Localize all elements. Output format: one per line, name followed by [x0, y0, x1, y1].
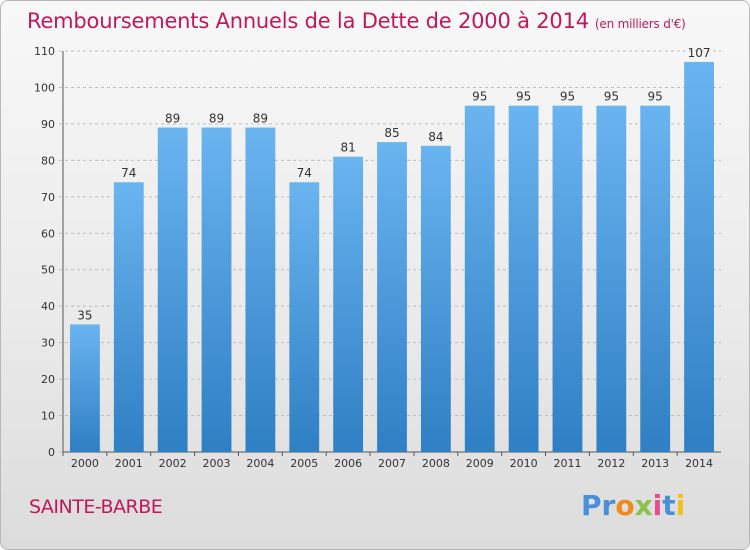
bar [552, 105, 583, 452]
y-tick-label: 90 [41, 118, 55, 131]
x-tick-label: 2013 [641, 457, 669, 470]
bar [157, 127, 188, 453]
bar [289, 182, 320, 452]
data-label: 95 [604, 90, 619, 104]
logo-letter: r [601, 489, 616, 522]
bar [201, 127, 232, 453]
data-label: 74 [297, 166, 312, 180]
x-tick-label: 2000 [71, 457, 99, 470]
x-tick-label: 2010 [510, 457, 538, 470]
y-tick-label: 40 [41, 300, 55, 313]
chart-title-text: Remboursements Annuels de la Dette de 20… [27, 9, 589, 33]
commune-name: SAINTE-BARBE [29, 496, 163, 518]
chart-title: Remboursements Annuels de la Dette de 20… [27, 9, 686, 33]
data-label: 84 [428, 130, 443, 144]
data-label: 95 [648, 90, 663, 104]
y-tick-label: 110 [34, 45, 55, 58]
bar [113, 182, 144, 452]
x-tick-label: 2006 [334, 457, 362, 470]
data-label: 74 [121, 166, 136, 180]
logo-letter: x [634, 489, 653, 522]
y-tick-label: 50 [41, 264, 55, 277]
bar [70, 324, 100, 452]
proxiti-logo: Proxiti [581, 489, 685, 522]
y-tick-label: 80 [41, 154, 55, 167]
x-tick-label: 2011 [553, 457, 581, 470]
x-tick-label: 2005 [290, 457, 318, 470]
data-label: 95 [560, 90, 575, 104]
bar [420, 145, 451, 453]
x-tick-label: 2009 [466, 457, 494, 470]
data-label: 81 [340, 141, 355, 155]
bar [245, 127, 276, 453]
bar [377, 142, 407, 453]
bar [596, 105, 627, 452]
data-label: 107 [688, 46, 711, 60]
y-tick-label: 20 [41, 373, 55, 386]
x-tick-label: 2007 [378, 457, 406, 470]
data-label: 89 [209, 112, 224, 126]
y-tick-label: 100 [34, 81, 55, 94]
logo-letter: i [652, 489, 663, 522]
logo-letter: i [675, 489, 686, 522]
y-tick-label: 70 [41, 191, 55, 204]
bar [684, 61, 714, 452]
y-tick-label: 0 [48, 446, 55, 459]
data-label: 35 [77, 308, 92, 322]
bar [333, 156, 364, 452]
x-tick-label: 2003 [203, 457, 231, 470]
y-tick-label: 10 [41, 410, 55, 423]
x-tick-label: 2014 [685, 457, 713, 470]
data-label: 85 [384, 126, 399, 140]
y-tick-label: 30 [41, 337, 55, 350]
chart-subtitle: (en milliers d'€) [594, 17, 686, 31]
bar [640, 105, 671, 452]
x-tick-label: 2002 [159, 457, 187, 470]
y-tick-label: 60 [41, 227, 55, 240]
x-tick-label: 2008 [422, 457, 450, 470]
x-tick-label: 2004 [246, 457, 274, 470]
data-label: 95 [472, 90, 487, 104]
logo-letter: P [581, 489, 602, 522]
bar [508, 105, 539, 452]
logo-letter: o [615, 489, 635, 522]
data-label: 95 [516, 90, 531, 104]
bar [464, 105, 495, 452]
data-label: 89 [253, 112, 268, 126]
x-tick-label: 2001 [115, 457, 143, 470]
data-label: 89 [165, 112, 180, 126]
logo-letter: t [662, 489, 676, 522]
x-tick-label: 2012 [597, 457, 625, 470]
